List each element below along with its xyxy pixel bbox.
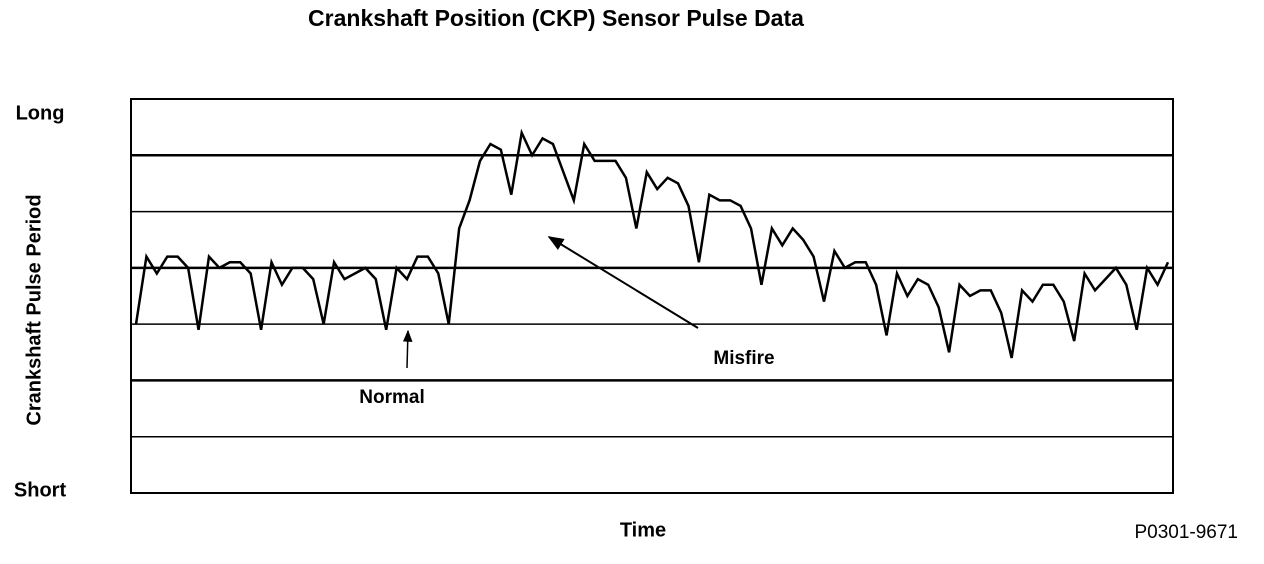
annotation-arrow <box>547 236 699 329</box>
annotation: Misfire <box>713 348 774 369</box>
annotation: Normal <box>359 387 424 408</box>
y-axis-label: Crankshaft Pulse Period <box>23 194 45 425</box>
plot-frame <box>130 98 1174 494</box>
figure-code: P0301-9671 <box>1134 522 1238 543</box>
annotation-arrow <box>402 329 413 369</box>
y-tick-label: Long <box>16 102 65 124</box>
y-tick-label: Short <box>14 479 67 501</box>
data-line <box>134 128 1170 359</box>
chart-title: Crankshaft Position (CKP) Sensor Pulse D… <box>308 5 804 31</box>
x-axis-label: Time <box>620 519 666 541</box>
